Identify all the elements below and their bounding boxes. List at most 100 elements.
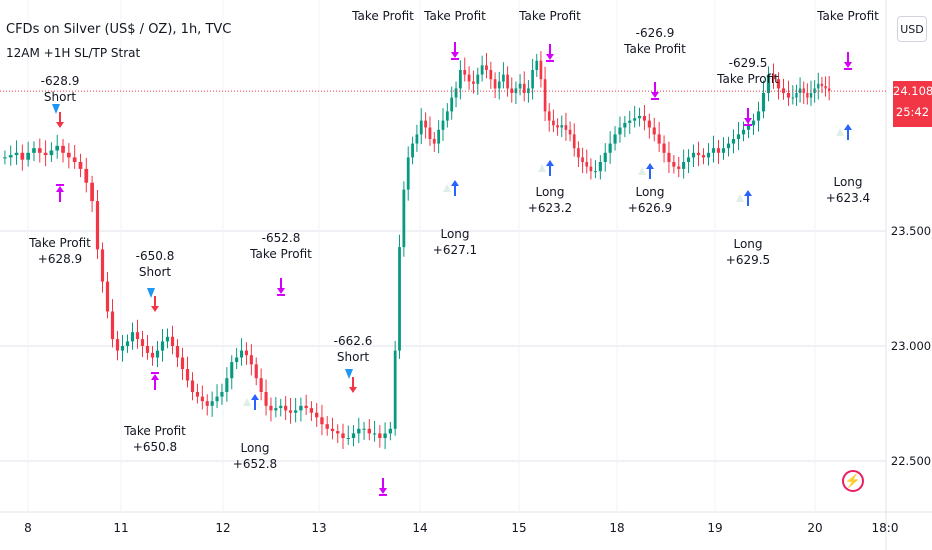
candle-body <box>716 148 721 153</box>
candle-body <box>383 433 387 438</box>
candle-body <box>225 378 229 392</box>
x-tick-label: 15 <box>511 521 526 535</box>
candle-body <box>415 134 419 144</box>
candle-body <box>647 120 651 128</box>
short-signal-triangle <box>147 288 155 298</box>
candle-body <box>299 405 303 411</box>
candle-body <box>564 125 568 130</box>
candle-body <box>330 428 335 432</box>
candle-body <box>55 145 60 151</box>
candle-body <box>315 412 319 418</box>
lightning-icon[interactable]: ⚡ <box>842 470 864 492</box>
marker-label: Short <box>337 350 369 364</box>
candle-body <box>652 127 656 135</box>
y-tick-label: 22.500 <box>891 454 931 468</box>
x-tick-label: 12 <box>215 521 230 535</box>
marker-pnl: -628.9 <box>41 74 80 88</box>
marker-label: Long <box>733 237 762 251</box>
short-entry-arrow <box>56 112 64 128</box>
candle-body <box>145 346 150 353</box>
candle-body <box>581 157 584 162</box>
candle-body <box>424 120 427 128</box>
marker-pnl: +627.1 <box>433 243 477 257</box>
marker-pnl: +652.8 <box>233 457 277 471</box>
long-entry-triangle <box>736 194 744 202</box>
marker-pnl: +623.4 <box>826 191 870 205</box>
candle-body <box>776 79 781 89</box>
candle-body <box>165 336 170 342</box>
currency-button[interactable]: USD <box>897 16 927 42</box>
candle-body <box>522 83 526 93</box>
candle-body <box>806 93 809 98</box>
candle-body <box>393 350 397 429</box>
candle-body <box>662 143 666 153</box>
candle-body <box>26 152 31 160</box>
marker-pnl: +628.9 <box>38 252 82 266</box>
candle-body <box>279 405 283 409</box>
candle-body <box>37 148 42 153</box>
candle-body <box>489 70 493 80</box>
candle-body <box>411 143 414 158</box>
candle-body <box>696 152 701 156</box>
candle-body <box>244 350 249 356</box>
candle-body <box>817 83 820 89</box>
candle-body <box>493 79 497 89</box>
take-profit-arrow <box>151 374 159 390</box>
candle-body <box>304 405 308 409</box>
candle-body <box>90 182 94 202</box>
candle-body <box>357 428 361 434</box>
candle-body <box>140 339 145 346</box>
short-signal-triangle <box>345 369 353 379</box>
candle-body <box>180 357 185 369</box>
candle-body <box>351 433 356 438</box>
candle-body <box>791 97 794 99</box>
candle-body <box>170 336 175 346</box>
candle-body <box>210 401 214 406</box>
candle-body <box>235 357 239 363</box>
candle-body <box>514 88 518 93</box>
long-entry-arrow <box>251 394 259 410</box>
candle-body <box>828 88 831 91</box>
candle-body <box>463 70 467 75</box>
candle-body <box>726 143 731 149</box>
candle-body <box>378 433 382 438</box>
long-entry-arrow <box>451 180 459 196</box>
candle-body <box>325 424 329 429</box>
candle-body <box>786 93 791 98</box>
current-price-badge: 24.108 25:42 <box>893 81 932 127</box>
candle-body <box>766 74 771 93</box>
take-profit-arrow <box>451 42 459 58</box>
x-tick-label: 19 <box>707 521 722 535</box>
candle-body <box>657 134 661 144</box>
candle-body <box>441 120 445 130</box>
long-entry-arrow <box>546 160 554 176</box>
candle-body <box>585 162 589 167</box>
candle-body <box>362 428 366 430</box>
candle-body <box>419 120 423 135</box>
marker-label: Take Profit <box>623 42 686 56</box>
candle-body <box>95 201 100 250</box>
strategy-name: 12AM +1H SL/TP Strat <box>6 46 141 60</box>
candle-body <box>432 139 436 144</box>
candle-body <box>249 355 253 365</box>
candle-body <box>472 81 475 84</box>
candle-body <box>667 152 671 162</box>
candle-body <box>84 168 89 183</box>
candle-body <box>547 111 551 121</box>
marker-pnl: +650.8 <box>133 440 177 454</box>
candle-body <box>543 79 547 112</box>
take-profit-arrow <box>56 186 64 202</box>
candle-body <box>346 438 350 439</box>
candle-body <box>32 148 36 153</box>
candle-body <box>746 125 751 130</box>
candle-body <box>618 127 622 135</box>
candle-body <box>756 111 761 121</box>
marker-pnl: -662.6 <box>334 334 373 348</box>
candle-body <box>633 118 637 121</box>
candle-body <box>795 93 798 98</box>
candle-body <box>450 97 454 112</box>
marker-pnl: +626.9 <box>628 201 672 215</box>
candle-body <box>480 65 484 75</box>
candle-body <box>288 410 293 413</box>
